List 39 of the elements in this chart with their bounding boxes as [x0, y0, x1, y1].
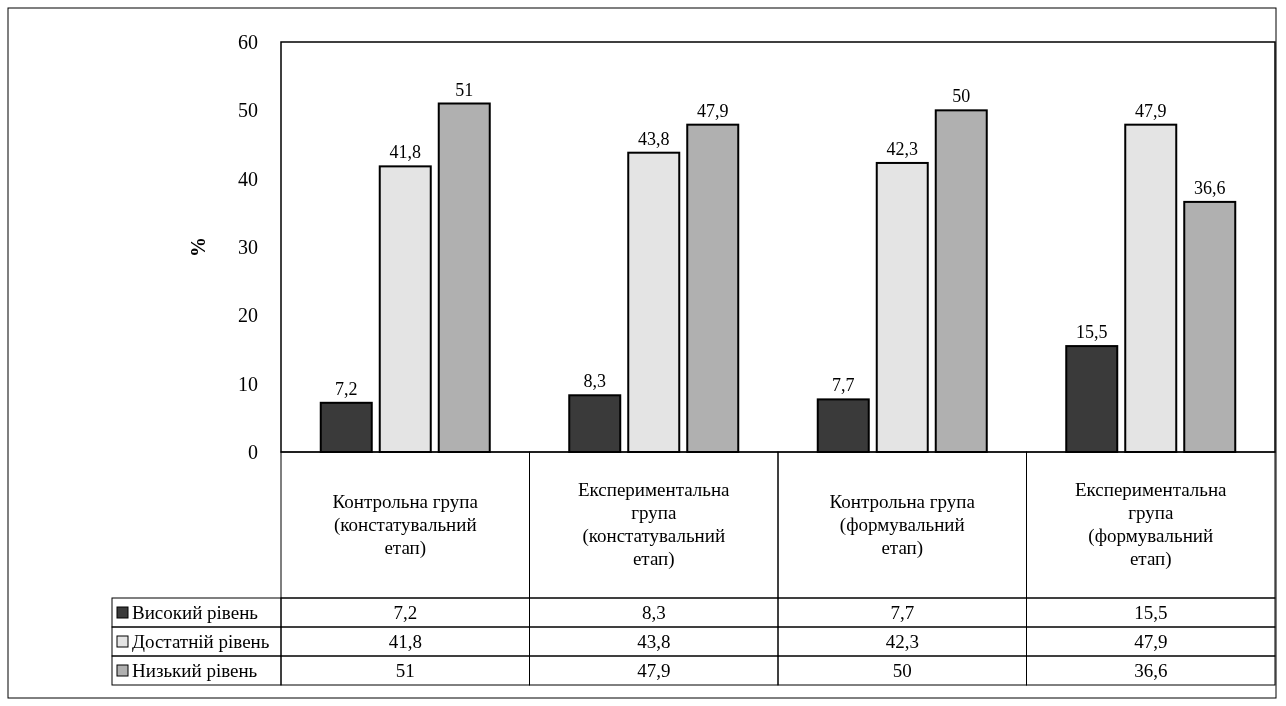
data-label: 43,8	[637, 631, 671, 652]
data-label: 7,2	[393, 602, 418, 623]
data-label: 15,5	[1134, 602, 1168, 623]
y-axis-title: %	[187, 237, 209, 257]
legend-label: Високий рівень	[132, 602, 259, 623]
x-tick-label: Експериментальна група (формувальний етап)	[1074, 479, 1228, 570]
data-label: 47,9	[637, 660, 671, 681]
legend-label: Низький рівень	[132, 660, 258, 681]
x-tick-label: Контрольна група (формувальний етап)	[829, 490, 976, 559]
data-label: 51	[395, 660, 415, 681]
y-tick-label: 0	[248, 441, 258, 463]
text: 15,5	[1076, 322, 1108, 343]
data-label: 50	[892, 660, 912, 681]
y-tick-label: 40	[238, 167, 258, 190]
data-label: 36,6	[1134, 660, 1168, 681]
legend-label: Достатній рівень	[132, 631, 270, 652]
data-label: 47,9	[1134, 631, 1168, 652]
text: 50	[952, 86, 971, 107]
y-tick-label: 30	[238, 236, 258, 258]
data-label: 42,3	[885, 631, 919, 652]
text: 7,2	[335, 378, 358, 399]
text: 47,9	[697, 100, 729, 121]
text: 47,9	[1135, 100, 1167, 121]
y-tick-label: 60	[238, 31, 258, 53]
text: 8,3	[583, 371, 606, 392]
text: 36,6	[1194, 177, 1226, 198]
data-label: 7,7	[890, 602, 915, 623]
y-tick-label: 10	[238, 372, 258, 395]
data-label: 8,3	[641, 602, 666, 623]
text: 51	[455, 79, 474, 100]
text: 41,8	[389, 142, 421, 163]
text: 43,8	[638, 128, 670, 149]
x-tick-label: Експериментальна група (констатувальний етап)	[577, 479, 731, 570]
y-tick-label: 50	[238, 99, 258, 122]
text: 42,3	[886, 138, 918, 159]
text: 7,7	[832, 375, 855, 396]
y-tick-label: 20	[238, 304, 258, 327]
data-label: 41,8	[388, 631, 422, 652]
x-tick-label: Контрольна група (констатувальний етап)	[332, 490, 479, 559]
